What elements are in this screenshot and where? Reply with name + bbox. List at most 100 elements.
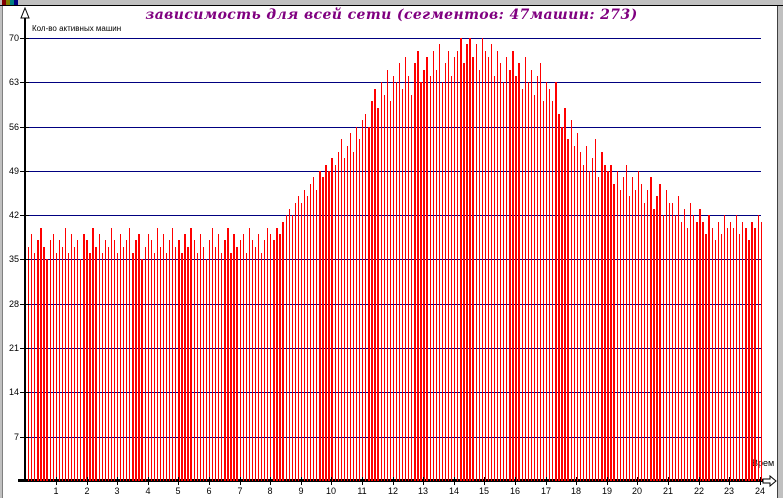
bar — [365, 114, 367, 481]
x-tick-label: 20 — [631, 486, 642, 496]
bar — [711, 228, 713, 481]
bar — [89, 253, 91, 481]
bar — [135, 240, 137, 481]
y-tick-label: 28 — [8, 299, 19, 309]
bar — [377, 108, 379, 481]
bar — [178, 240, 180, 481]
y-axis-tick — [20, 348, 29, 349]
bar — [184, 234, 186, 481]
bar — [687, 228, 689, 481]
y-axis-tick — [20, 171, 29, 172]
bar — [723, 215, 726, 481]
bar — [736, 215, 738, 481]
bar — [708, 215, 710, 481]
x-tick-label: 10 — [325, 486, 336, 496]
bar — [622, 177, 624, 481]
bar — [208, 240, 211, 481]
bar — [714, 240, 716, 481]
bar — [190, 228, 192, 481]
bar — [37, 240, 39, 481]
bar — [233, 234, 235, 481]
bar — [668, 203, 670, 481]
x-axis-tick — [546, 477, 547, 485]
y-axis-tick — [20, 304, 29, 305]
bar — [95, 247, 97, 481]
bar — [294, 203, 297, 481]
bar — [435, 70, 437, 481]
bar — [371, 101, 373, 481]
y-tick-label: 14 — [8, 387, 19, 397]
bar — [619, 190, 621, 481]
bar — [696, 222, 698, 481]
top-border-line — [0, 5, 783, 6]
bar — [438, 44, 441, 481]
x-tick-label: 7 — [237, 486, 243, 496]
bar — [702, 222, 704, 481]
top-window-strip — [0, 0, 783, 5]
bar — [291, 215, 293, 481]
bar — [172, 228, 174, 481]
x-axis-tick — [729, 477, 730, 485]
bar — [469, 38, 471, 481]
y-axis-tick — [20, 82, 29, 83]
bar — [496, 51, 499, 481]
bar — [671, 203, 673, 481]
bar — [77, 240, 79, 481]
bar — [267, 228, 269, 481]
gridline — [25, 38, 761, 39]
y-axis-tick — [20, 127, 29, 128]
x-tick-label: 17 — [540, 486, 551, 496]
bar — [181, 253, 183, 481]
bar — [43, 247, 45, 481]
bar — [236, 247, 238, 481]
bar — [224, 240, 226, 481]
bar — [506, 57, 508, 481]
bar — [98, 234, 100, 481]
icon-fragment-pixel — [14, 0, 18, 5]
bar — [401, 89, 404, 481]
bar — [55, 253, 57, 481]
bar — [693, 215, 695, 481]
bar — [196, 253, 198, 481]
bar — [604, 165, 606, 481]
bar — [349, 133, 352, 481]
bar — [690, 203, 692, 481]
bar — [463, 63, 465, 481]
bar — [582, 165, 585, 481]
bar — [607, 171, 609, 481]
bar — [739, 234, 741, 481]
bar — [129, 228, 131, 481]
bar — [567, 139, 569, 481]
bar — [451, 76, 453, 481]
bar — [104, 240, 106, 481]
bar — [380, 82, 382, 481]
bar — [279, 234, 281, 481]
x-tick-label: 6 — [206, 486, 212, 496]
bar — [454, 57, 456, 481]
y-axis-label: Кол-во активных машин — [32, 24, 122, 33]
y-tick-label: 35 — [8, 254, 19, 264]
bar — [414, 63, 416, 481]
x-tick-label: 2 — [84, 486, 90, 496]
bar — [46, 259, 48, 481]
bar — [70, 234, 73, 481]
x-tick-label: 8 — [267, 486, 273, 496]
x-axis-tick — [393, 477, 394, 485]
bar — [101, 253, 103, 481]
bar — [386, 70, 388, 481]
bar — [757, 215, 759, 481]
bar — [254, 247, 257, 481]
bar — [552, 101, 554, 481]
bar — [680, 222, 683, 481]
x-tick-label: 16 — [509, 486, 520, 496]
bar — [110, 228, 113, 481]
bar — [478, 70, 480, 481]
bar — [359, 139, 361, 481]
bar — [398, 63, 401, 481]
bar — [420, 82, 422, 481]
bar — [732, 228, 735, 481]
x-axis-tick — [637, 477, 638, 485]
bar — [705, 234, 707, 481]
bar — [374, 89, 376, 481]
bar — [132, 253, 134, 481]
